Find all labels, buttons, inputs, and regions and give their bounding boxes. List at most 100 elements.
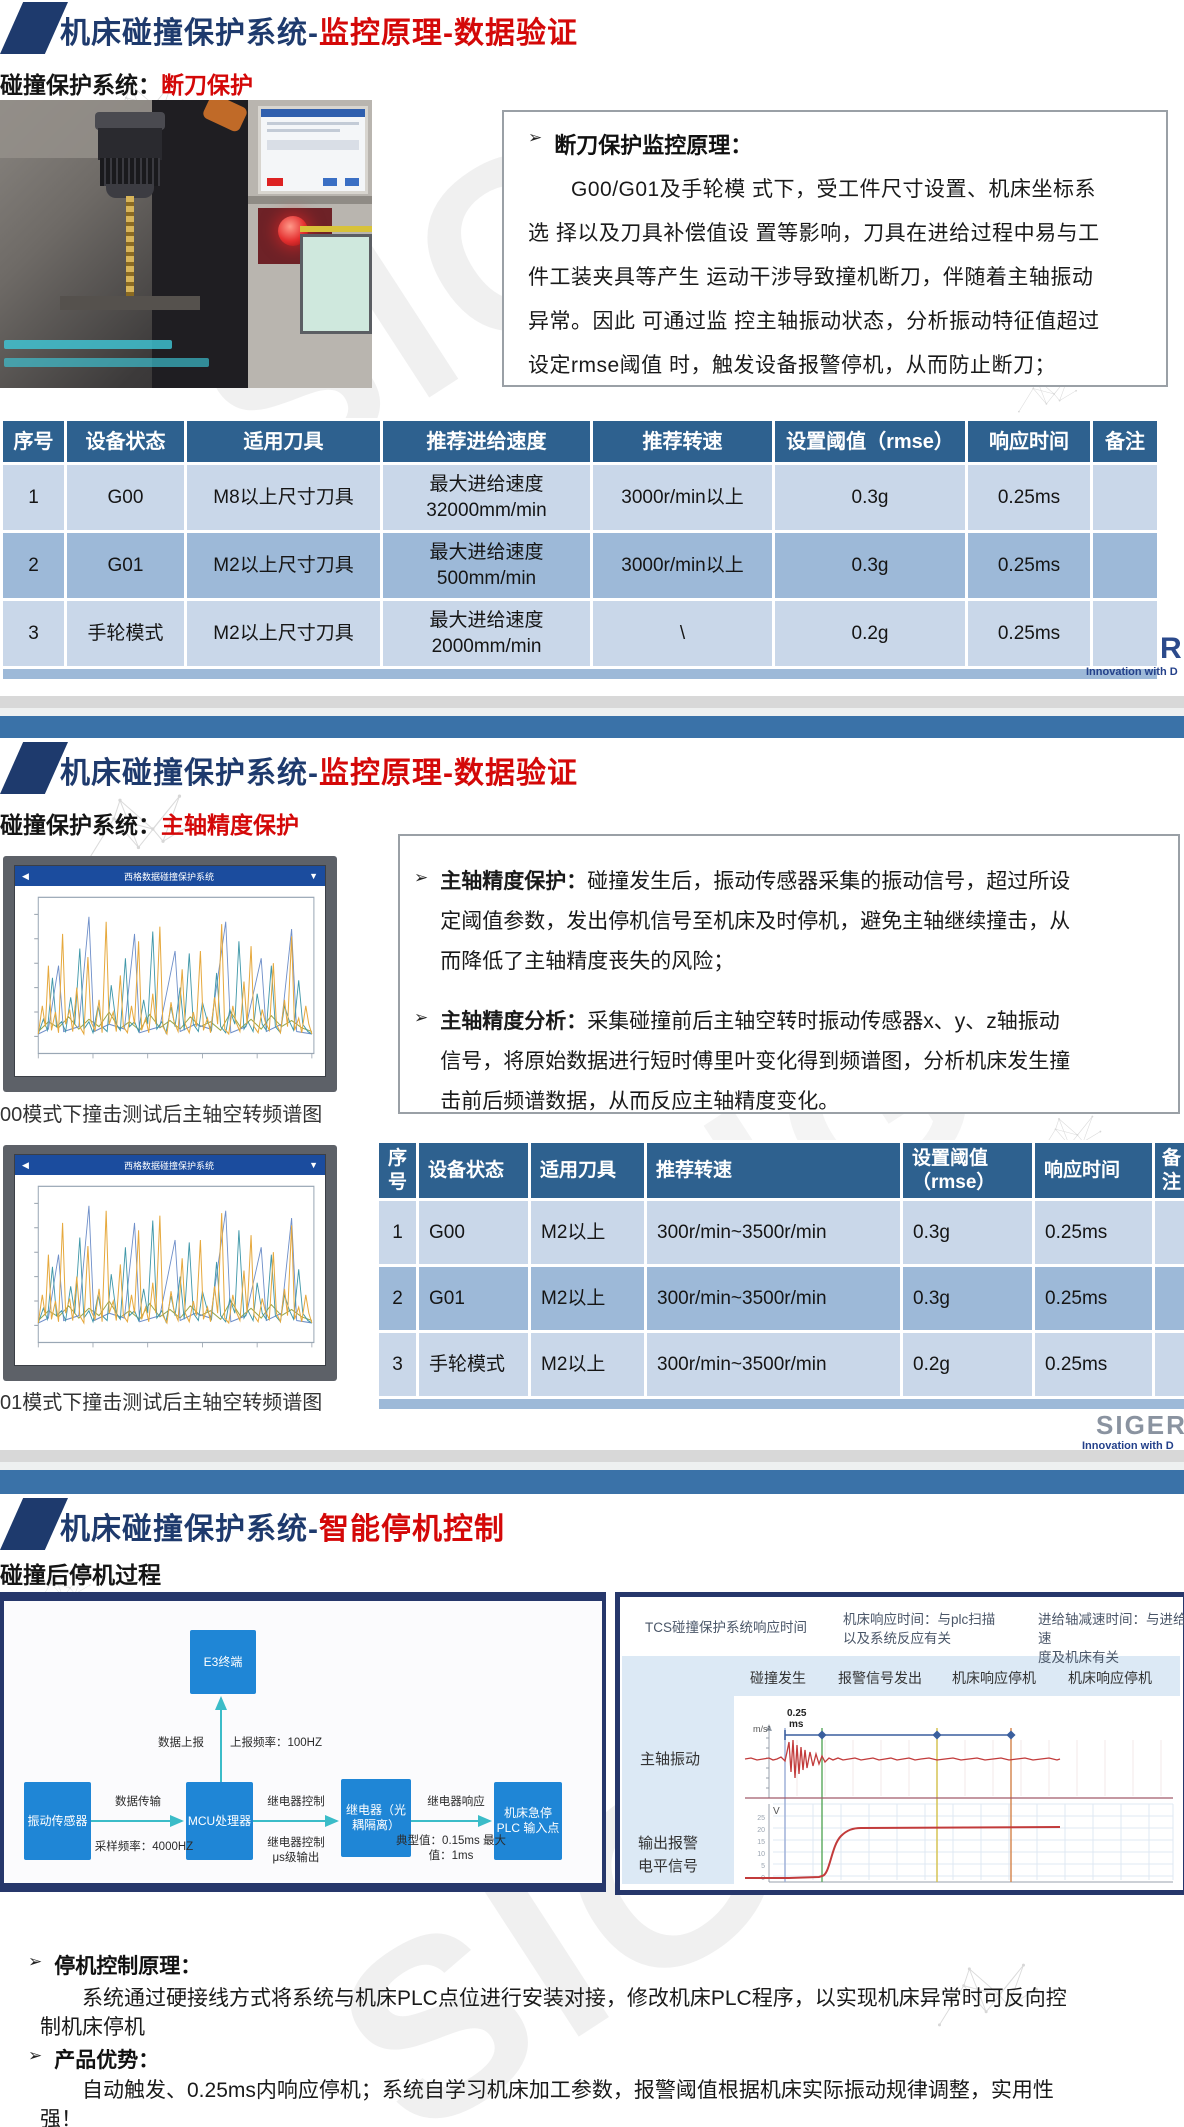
slide2-subtitle-value: 主轴精度保护 xyxy=(161,812,299,838)
bullet-shutdown-principle: ➢ 停机控制原理： xyxy=(28,1950,201,1980)
flow-label-data-report: 数据上报 xyxy=(158,1737,204,1749)
console-monitor-2 xyxy=(300,234,372,334)
cell xyxy=(1090,462,1160,533)
cell xyxy=(1152,1264,1184,1333)
timing-note-2: 进给轴减速时间：与进给速 度及机床有关 xyxy=(1038,1612,1184,1665)
v-tick: 25 xyxy=(757,1815,765,1822)
flow-box-e3-terminal: E3终端 xyxy=(190,1630,256,1694)
col-header: 备 注 xyxy=(1152,1140,1184,1201)
cell: M2以上 xyxy=(528,1198,647,1267)
cell: 0.25ms xyxy=(1032,1330,1155,1399)
table-row: 3 手轮模式 M2以上尺寸刀具 最大进给速度 2000mm/min \ 0.2g… xyxy=(0,598,1160,669)
slide2-title: 机床碰撞保护系统-监控原理-数据验证 xyxy=(60,748,578,792)
siger-tagline: Innovation with D xyxy=(1082,1440,1174,1452)
bullet-item: ➢ 主轴精度分析：采集碰撞前后主轴空转时振动传感器x、y、z轴振动 信号，将原始… xyxy=(414,1002,1162,1122)
slide3-title-blue: 机床碰撞保护系统- xyxy=(60,1513,319,1546)
bullet-arrow-icon: ➢ xyxy=(28,2046,43,2065)
flow-box-relay: 继电器（光 耦隔离） xyxy=(341,1779,411,1857)
bullet-product-advantage: ➢ 产品优势： xyxy=(28,2044,159,2074)
row-label-alarm-output: 输出报警 电平信号 xyxy=(638,1835,699,1875)
siger-logo-partial: R xyxy=(1160,632,1182,665)
axis-label-v: V xyxy=(773,1806,780,1817)
cell: 0.2g xyxy=(772,598,968,669)
flow-box-plc-estop: 机床急停 PLC 输入点 xyxy=(494,1782,562,1860)
cell: 3000r/min以上 xyxy=(590,530,775,601)
row-label-spindle-vibration: 主轴振动 xyxy=(640,1751,701,1768)
table-row: 1 G00 M2以上 300r/min~3500r/min 0.3g 0.25m… xyxy=(376,1198,1184,1267)
slide1-corner-accent xyxy=(0,2,68,54)
cell: 最大进给速度 500mm/min xyxy=(380,530,593,601)
flow-label-sample-rate: 采样频率：4000HZ xyxy=(94,1841,194,1853)
timing-charts: m/s² V 25 20 15 10 5 0 0.25 ms xyxy=(744,1708,1174,1883)
time-value: 0.25 xyxy=(787,1708,807,1719)
cell: 3 xyxy=(376,1330,419,1399)
monitor-screen-title: 西格数据碰撞保护系统 xyxy=(123,1160,214,1171)
col-header: 推荐转速 xyxy=(590,418,775,465)
bullet-item: ➢ 主轴精度保护：碰撞发生后，振动传感器采集的振动信号，超过所设 定阈值参数，发… xyxy=(414,862,1162,982)
flow-label-relay-control: 继电器控制 xyxy=(267,1796,325,1808)
spectrum-caption-2: 01模式下撞击测试后主轴空转频谱图 xyxy=(0,1392,323,1414)
cell: \ xyxy=(590,598,775,669)
chuck-knurl xyxy=(100,158,160,186)
table-header-row: 序 号 设备状态 适用刀具 推荐转速 设置阈值 （rmse） 响应时间 备 注 xyxy=(376,1140,1184,1201)
col-header: 设备状态 xyxy=(416,1140,531,1201)
slide1-box-title: 断刀保护监控原理： xyxy=(554,133,753,158)
spectrum-monitor-2: ◀ 西格数据碰撞保护系统 ▼ xyxy=(3,1145,337,1381)
slide-divider xyxy=(0,696,1184,708)
time-unit: ms xyxy=(789,1719,804,1730)
table-row: 2 G01 M2以上 300r/min~3500r/min 0.3g 0.25m… xyxy=(376,1264,1184,1333)
table-row: 3 手轮模式 M2以上 300r/min~3500r/min 0.2g 0.25… xyxy=(376,1330,1184,1399)
cell: G01 xyxy=(416,1264,531,1333)
siger-logo: SIGER xyxy=(1096,1410,1184,1440)
slide2-title-blue: 机床碰撞保护系统- xyxy=(60,757,319,790)
slide2-info-box: ➢ 主轴精度保护：碰撞发生后，振动传感器采集的振动信号，超过所设 定阈值参数，发… xyxy=(398,834,1180,1114)
flow-label-report-rate: 上报频率：100HZ xyxy=(230,1737,323,1749)
bullet-arrow-icon: ➢ xyxy=(28,1952,43,1971)
bullet-arrow-icon: ➢ xyxy=(414,868,429,887)
cell: 0.25ms xyxy=(965,530,1093,601)
bullet-title: 停机控制原理： xyxy=(54,1955,202,1978)
down-arrow-icon: ▼ xyxy=(309,871,318,881)
cell xyxy=(1090,598,1160,669)
bullet-arrow-icon: ➢ xyxy=(414,1008,429,1027)
table-bottom-strip xyxy=(0,666,1160,682)
slide1-title-blue: 机床碰撞保护系统- xyxy=(60,17,319,50)
cell: M8以上尺寸刀具 xyxy=(184,462,383,533)
spectrum-caption-1: 00模式下撞击测试后主轴空转频谱图 xyxy=(0,1104,323,1126)
slide1-info-box: ➢ 断刀保护监控原理： G00/G01及手轮模 式下，受工件尺寸设置、机床坐标系… xyxy=(502,110,1168,387)
table-header-row: 序号 设备状态 适用刀具 推荐进给速度 推荐转速 设置阈值（rmse） 响应时间… xyxy=(0,418,1160,465)
slide2-table: 序 号 设备状态 适用刀具 推荐转速 设置阈值 （rmse） 响应时间 备 注 … xyxy=(376,1140,1184,1412)
slide2-subtitle: 碰撞保护系统：主轴精度保护 xyxy=(0,806,299,840)
cell: 0.3g xyxy=(900,1198,1035,1267)
cell: 2 xyxy=(376,1264,419,1333)
flow-label-relay-output: 继电器控制 μs级输出 xyxy=(267,1837,325,1864)
col-header: 推荐转速 xyxy=(644,1140,903,1201)
console-monitor-1 xyxy=(258,106,368,194)
cell: 手轮模式 xyxy=(64,598,187,669)
monitor-title-bar: ◀ 西格数据碰撞保护系统 ▼ xyxy=(15,1155,325,1175)
cell: M2以上 xyxy=(528,1330,647,1399)
bullet-body: 碰撞发生后，振动传感器采集的振动信号，超过所设 定阈值参数，发出停机信号至机床及… xyxy=(440,870,1071,973)
slide1-subtitle-value: 断刀保护 xyxy=(161,72,253,98)
cell: 手轮模式 xyxy=(416,1330,531,1399)
col-header: 适用刀具 xyxy=(528,1140,647,1201)
flow-label-typical-value: 典型值：0.15ms 最大 值：1ms xyxy=(396,1835,506,1862)
monitor-title-bar: ◀ 西格数据碰撞保护系统 ▼ xyxy=(15,866,325,886)
flow-box-vibration-sensor: 振动传感器 xyxy=(24,1782,91,1860)
cell: 0.3g xyxy=(772,462,968,533)
cell xyxy=(1152,1198,1184,1267)
chuck-taper xyxy=(106,184,154,198)
cyan-overlay-text-smudge xyxy=(4,340,172,349)
slide2-corner-accent xyxy=(0,742,68,794)
v-tick: 15 xyxy=(757,1839,765,1846)
cell: G01 xyxy=(64,530,187,601)
event-machine-stop-1: 机床响应停机 xyxy=(952,1670,1036,1686)
col-header: 序号 xyxy=(0,418,67,465)
event-machine-stop-2: 机床响应停机 xyxy=(1068,1670,1152,1686)
v-tick: 20 xyxy=(757,1827,765,1834)
console-shelf xyxy=(248,196,372,204)
bullet-body: 采集碰撞前后主轴空转时振动传感器x、y、z轴振动 信号，将原始数据进行短时傅里叶… xyxy=(440,1010,1071,1113)
col-header: 序 号 xyxy=(376,1140,419,1201)
spectrum-monitor-1: ◀ 西格数据碰撞保护系统 ▼ xyxy=(3,856,337,1092)
down-arrow-icon: ▼ xyxy=(309,1160,318,1170)
